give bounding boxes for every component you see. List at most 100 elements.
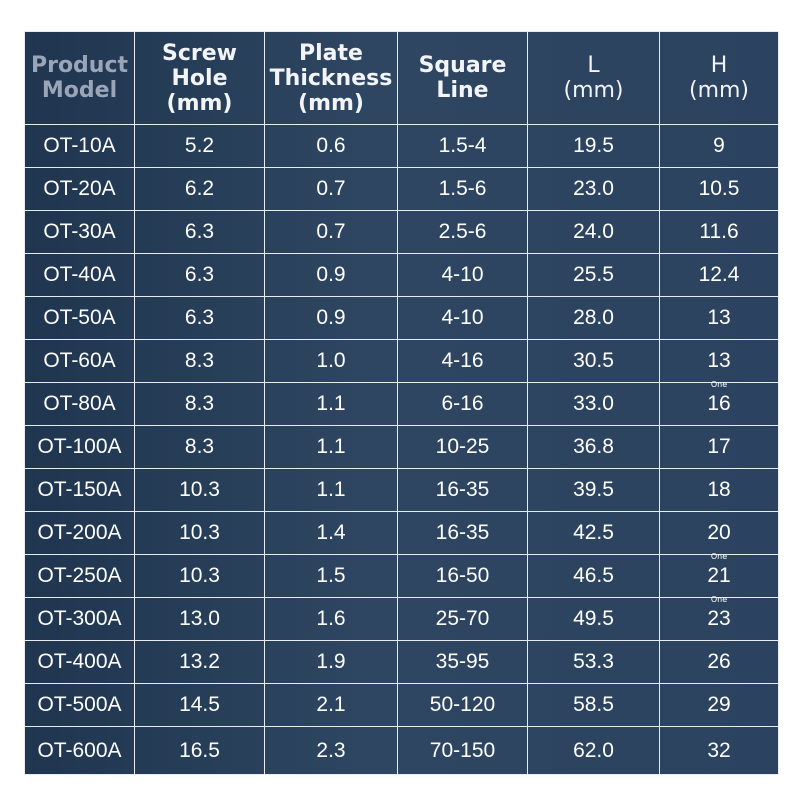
cell-plate-thickness: 1.6	[264, 597, 398, 641]
cell-model: OT-20A	[24, 167, 135, 211]
cell-h: 10.5	[659, 167, 779, 211]
header-square-line: Square Line	[397, 31, 528, 125]
table-row: OT-250A 10.3 1.5 16-50 46.5 One 21	[24, 552, 779, 598]
cell-model: OT-400A	[24, 640, 135, 684]
cell-screw-hole: 6.3	[134, 296, 265, 340]
cell-plate-thickness: 2.1	[264, 683, 398, 727]
cell-h: 17	[659, 425, 779, 469]
table-row: OT-50A 6.3 0.9 4-10 28.0 13	[24, 296, 779, 340]
cell-screw-hole: 10.3	[134, 511, 265, 555]
spec-table: Product Model Screw Hole (mm) Plate Thic…	[24, 31, 779, 775]
cell-plate-thickness: 1.0	[264, 339, 398, 383]
cell-h: 20	[659, 511, 779, 555]
table-row: OT-600A 16.5 2.3 70-150 62.0 32	[24, 726, 779, 775]
cell-screw-hole: 6.2	[134, 167, 265, 211]
cell-plate-thickness: 1.9	[264, 640, 398, 684]
cell-l: 49.5	[527, 597, 660, 641]
cell-square-line: 25-70	[397, 597, 528, 641]
header-line: H	[710, 53, 728, 78]
spec-table-container: Product Model Screw Hole (mm) Plate Thic…	[24, 31, 779, 775]
header-product-model: Product Model	[24, 31, 135, 125]
table-row: OT-100A 8.3 1.1 10-25 36.8 17	[24, 425, 779, 469]
table-row: OT-60A 8.3 1.0 4-16 30.5 13	[24, 339, 779, 383]
cell-plate-thickness: 0.9	[264, 296, 398, 340]
cell-l: 23.0	[527, 167, 660, 211]
cell-plate-thickness: 1.1	[264, 382, 398, 426]
cell-h-value: 16	[707, 392, 731, 415]
cell-square-line: 1.5-4	[397, 124, 528, 168]
cell-model: OT-30A	[24, 210, 135, 254]
header-line: Model	[41, 78, 118, 103]
cell-screw-hole: 8.3	[134, 339, 265, 383]
header-line: Product	[30, 53, 129, 78]
cell-h: One 21	[659, 552, 779, 598]
header-h: H (mm)	[659, 31, 779, 125]
cell-l: 33.0	[527, 382, 660, 426]
cell-model: OT-600A	[24, 726, 135, 775]
cell-square-line: 4-16	[397, 339, 528, 383]
cell-l: 25.5	[527, 253, 660, 297]
header-line: Hole	[171, 65, 228, 91]
cell-square-line: 16-35	[397, 468, 528, 512]
cell-model: OT-100A	[24, 425, 135, 469]
cell-plate-thickness: 0.9	[264, 253, 398, 297]
cell-h: One 16	[659, 380, 779, 426]
cell-screw-hole: 8.3	[134, 382, 265, 426]
cell-h: 9	[659, 124, 779, 168]
cell-h: 18	[659, 468, 779, 512]
cell-h: 13	[659, 296, 779, 340]
cell-h: One 23	[659, 595, 779, 641]
cell-l: 24.0	[527, 210, 660, 254]
header-line: (mm)	[298, 90, 364, 116]
table-row: OT-20A 6.2 0.7 1.5-6 23.0 10.5	[24, 167, 779, 211]
cell-square-line: 16-35	[397, 511, 528, 555]
cell-l: 19.5	[527, 124, 660, 168]
header-line: Thickness	[269, 65, 393, 91]
cell-plate-thickness: 1.4	[264, 511, 398, 555]
cell-model: OT-150A	[24, 468, 135, 512]
cell-square-line: 10-25	[397, 425, 528, 469]
header-line: (mm)	[166, 90, 233, 116]
cell-screw-hole: 6.3	[134, 210, 265, 254]
cell-h: 29	[659, 683, 779, 727]
cell-note: One	[710, 380, 728, 389]
cell-model: OT-80A	[24, 382, 135, 426]
header-line: Screw	[162, 40, 237, 66]
header-line: Plate	[299, 40, 363, 66]
cell-l: 39.5	[527, 468, 660, 512]
cell-square-line: 4-10	[397, 253, 528, 297]
cell-square-line: 16-50	[397, 554, 528, 598]
cell-model: OT-250A	[24, 554, 135, 598]
cell-screw-hole: 14.5	[134, 683, 265, 727]
header-line: (mm)	[563, 78, 624, 103]
cell-square-line: 6-16	[397, 382, 528, 426]
cell-screw-hole: 10.3	[134, 554, 265, 598]
cell-l: 36.8	[527, 425, 660, 469]
cell-square-line: 4-10	[397, 296, 528, 340]
header-line: Line	[436, 78, 489, 103]
cell-square-line: 1.5-6	[397, 167, 528, 211]
cell-square-line: 35-95	[397, 640, 528, 684]
cell-note: One	[710, 595, 728, 604]
cell-screw-hole: 8.3	[134, 425, 265, 469]
cell-screw-hole: 6.3	[134, 253, 265, 297]
cell-model: OT-500A	[24, 683, 135, 727]
cell-l: 53.3	[527, 640, 660, 684]
cell-screw-hole: 16.5	[134, 726, 265, 775]
cell-plate-thickness: 2.3	[264, 726, 398, 775]
cell-l: 42.5	[527, 511, 660, 555]
cell-model: OT-200A	[24, 511, 135, 555]
cell-l: 62.0	[527, 726, 660, 775]
cell-plate-thickness: 0.7	[264, 210, 398, 254]
cell-screw-hole: 13.2	[134, 640, 265, 684]
cell-l: 58.5	[527, 683, 660, 727]
cell-h: 26	[659, 640, 779, 684]
cell-model: OT-60A	[24, 339, 135, 383]
table-row: OT-10A 5.2 0.6 1.5-4 19.5 9	[24, 124, 779, 168]
cell-model: OT-300A	[24, 597, 135, 641]
cell-model: OT-50A	[24, 296, 135, 340]
table-row: OT-200A 10.3 1.4 16-35 42.5 20	[24, 511, 779, 555]
cell-screw-hole: 13.0	[134, 597, 265, 641]
cell-l: 30.5	[527, 339, 660, 383]
cell-model: OT-10A	[24, 124, 135, 168]
